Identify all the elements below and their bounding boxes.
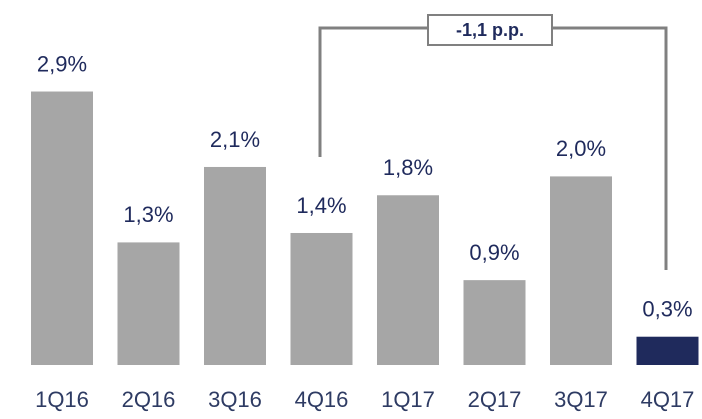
value-label: 0,3%	[642, 297, 692, 322]
value-label: 2,1%	[210, 127, 260, 152]
x-tick-label: 2Q17	[468, 387, 522, 412]
bar	[550, 176, 612, 365]
bar	[31, 91, 93, 365]
x-tick-label: 4Q17	[641, 387, 695, 412]
bar	[377, 195, 439, 365]
bar	[290, 232, 353, 365]
bar	[463, 280, 526, 365]
bar	[636, 336, 699, 365]
value-label: 2,0%	[556, 136, 606, 161]
x-tick-label: 2Q16	[122, 387, 176, 412]
value-label: 1,3%	[123, 202, 173, 227]
value-label: 0,9%	[469, 240, 519, 265]
x-tick-label: 3Q16	[208, 387, 262, 412]
x-tick-label: 1Q17	[381, 387, 435, 412]
annotation-box	[427, 14, 553, 46]
bar	[204, 166, 266, 365]
bar	[117, 242, 180, 365]
x-tick-label: 1Q16	[35, 387, 89, 412]
value-label: 1,4%	[296, 193, 346, 218]
value-label: 2,9%	[37, 51, 87, 76]
x-tick-label: 4Q16	[295, 387, 349, 412]
bracket	[318, 26, 668, 270]
x-tick-label: 3Q17	[554, 387, 608, 412]
annotation: -1,1 p.p.	[456, 20, 524, 40]
value-label: 1,8%	[383, 155, 433, 180]
